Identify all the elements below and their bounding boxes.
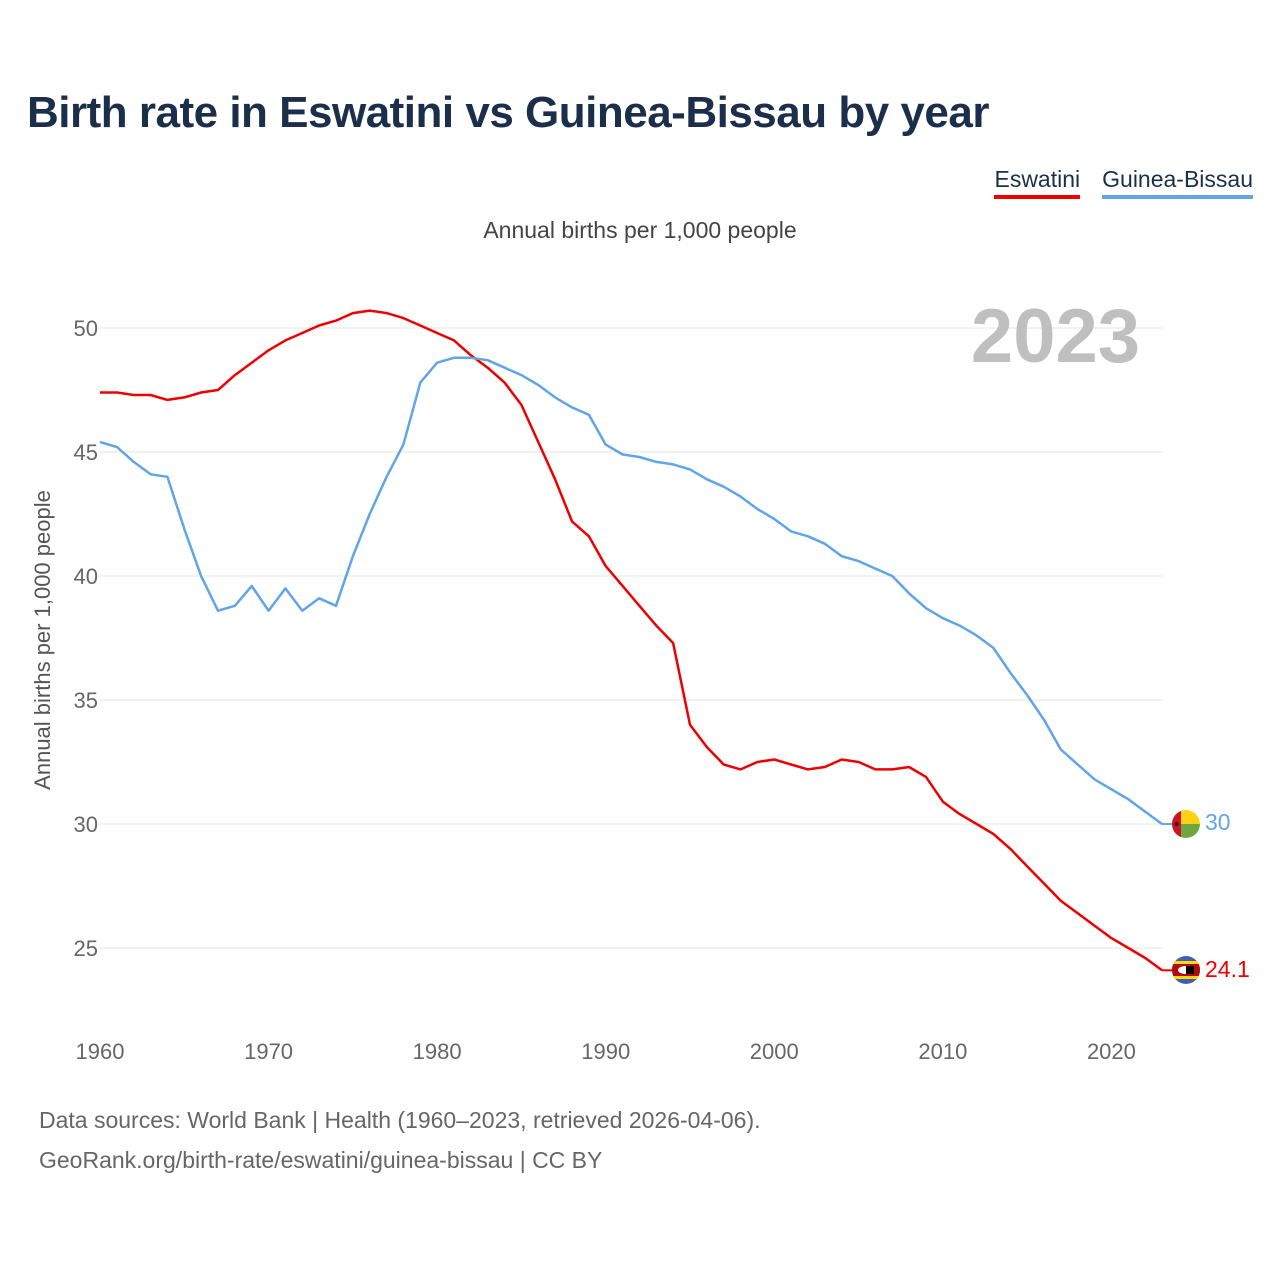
legend-item-eswatini[interactable]: Eswatini xyxy=(994,166,1081,199)
y-tick-label: 25 xyxy=(74,936,98,961)
x-tick-label: 1990 xyxy=(581,1039,630,1064)
x-tick-label: 1980 xyxy=(413,1039,462,1064)
legend: Eswatini Guinea-Bissau xyxy=(994,166,1253,199)
credit-link[interactable]: GeoRank.org/birth-rate/eswatini/guinea-b… xyxy=(39,1147,603,1173)
x-tick-label: 2020 xyxy=(1087,1039,1136,1064)
year-watermark: 2023 xyxy=(971,294,1140,379)
x-tick-label: 1970 xyxy=(244,1039,293,1064)
y-tick-label: 30 xyxy=(74,812,98,837)
y-tick-label: 35 xyxy=(74,688,98,713)
y-tick-label: 40 xyxy=(74,564,98,589)
y-axis-label: Annual births per 1,000 people xyxy=(30,490,55,790)
series-line-eswatini xyxy=(100,309,1163,972)
chart-title: Birth rate in Eswatini vs Guinea-Bissau … xyxy=(27,88,989,137)
x-tick-label: 1960 xyxy=(76,1039,125,1064)
x-tick-label: 2010 xyxy=(918,1039,967,1064)
legend-item-guinea-bissau[interactable]: Guinea-Bissau xyxy=(1102,166,1253,199)
guinea-bissau-flag-icon xyxy=(1172,810,1200,838)
y-tick-label: 50 xyxy=(74,316,98,341)
eswatini-end-value: 24.1 xyxy=(1205,956,1250,982)
eswatini-flag-icon xyxy=(1172,956,1200,984)
series-line-guinea-bissau xyxy=(99,356,1163,826)
data-source-note: Data sources: World Bank | Health (1960–… xyxy=(39,1107,761,1133)
guinea-bissau-end-value: 30 xyxy=(1205,809,1231,835)
y-tick-label: 45 xyxy=(74,440,98,465)
x-tick-label: 2000 xyxy=(750,1039,799,1064)
chart-subtitle: Annual births per 1,000 people xyxy=(483,217,797,243)
